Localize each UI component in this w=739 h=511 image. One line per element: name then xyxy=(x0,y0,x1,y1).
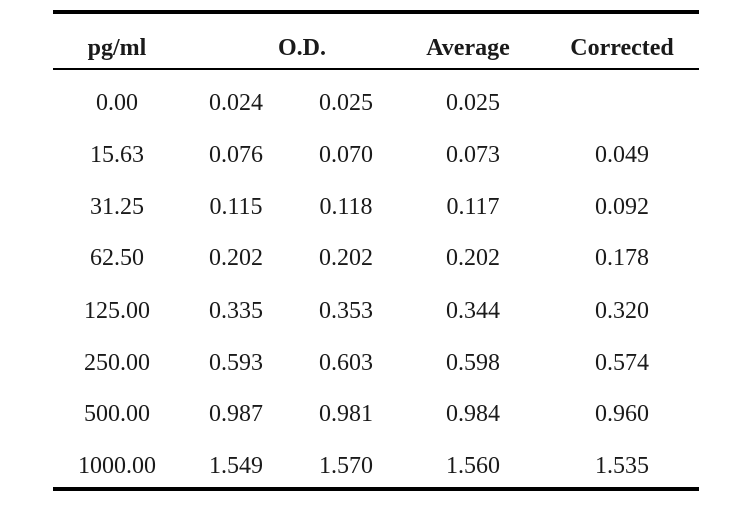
cell-od-2: 1.570 xyxy=(319,453,373,479)
cell-od-2: 0.118 xyxy=(319,194,373,220)
cell-od-1: 0.593 xyxy=(209,350,263,376)
cell-od-1: 0.076 xyxy=(209,142,263,168)
header-concentration: pg/ml xyxy=(87,35,147,61)
cell-average: 0.202 xyxy=(446,245,500,271)
header-od: O.D. xyxy=(278,35,326,61)
cell-corrected: 0.178 xyxy=(595,245,649,271)
header-average: Average xyxy=(426,35,510,61)
cell-concentration: 500.00 xyxy=(84,401,150,427)
cell-od-1: 0.024 xyxy=(209,90,263,116)
cell-od-1: 0.335 xyxy=(209,298,263,324)
header-rule xyxy=(53,68,699,70)
table-top-rule xyxy=(53,10,699,14)
cell-od-1: 0.115 xyxy=(209,194,263,220)
cell-corrected: 0.574 xyxy=(595,350,649,376)
cell-concentration: 125.00 xyxy=(84,298,150,324)
cell-od-1: 0.987 xyxy=(209,401,263,427)
cell-od-2: 0.025 xyxy=(319,90,373,116)
cell-concentration: 62.50 xyxy=(90,245,144,271)
cell-average: 0.344 xyxy=(446,298,500,324)
cell-od-1: 1.549 xyxy=(209,453,263,479)
table-bottom-rule xyxy=(53,487,699,491)
cell-average: 0.117 xyxy=(446,194,500,220)
cell-concentration: 250.00 xyxy=(84,350,150,376)
cell-corrected: 0.960 xyxy=(595,401,649,427)
cell-concentration: 31.25 xyxy=(90,194,144,220)
cell-concentration: 1000.00 xyxy=(78,453,156,479)
cell-corrected: 1.535 xyxy=(595,453,649,479)
cell-average: 0.984 xyxy=(446,401,500,427)
cell-average: 0.025 xyxy=(446,90,500,116)
cell-corrected: 0.092 xyxy=(595,194,649,220)
cell-average: 0.598 xyxy=(446,350,500,376)
cell-corrected: 0.049 xyxy=(595,142,649,168)
cell-od-2: 0.603 xyxy=(319,350,373,376)
header-corrected: Corrected xyxy=(570,35,674,61)
cell-corrected: 0.320 xyxy=(595,298,649,324)
cell-od-2: 0.353 xyxy=(319,298,373,324)
cell-concentration: 0.00 xyxy=(96,90,138,116)
cell-average: 0.073 xyxy=(446,142,500,168)
cell-concentration: 15.63 xyxy=(90,142,144,168)
cell-od-2: 0.981 xyxy=(319,401,373,427)
cell-od-2: 0.070 xyxy=(319,142,373,168)
cell-od-1: 0.202 xyxy=(209,245,263,271)
cell-average: 1.560 xyxy=(446,453,500,479)
cell-od-2: 0.202 xyxy=(319,245,373,271)
